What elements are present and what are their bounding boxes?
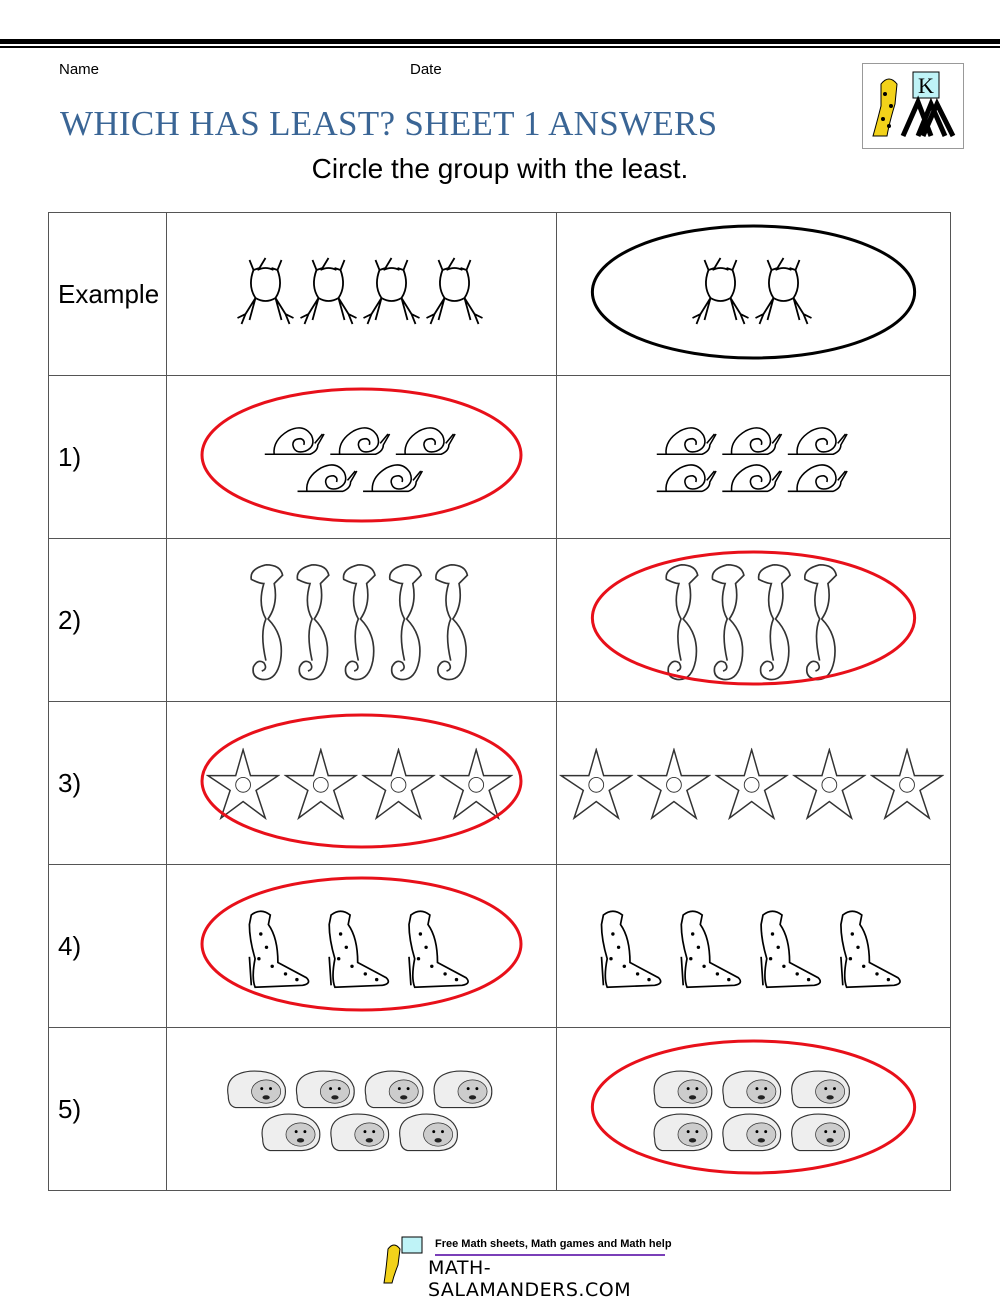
table-row: 4) [48, 864, 951, 1028]
right-group [556, 864, 951, 1028]
row-label: 1) [48, 375, 167, 539]
row-label: 4) [48, 864, 167, 1028]
row-label: 3) [48, 701, 167, 865]
row-label: Example [48, 212, 167, 376]
row-label: 5) [48, 1027, 167, 1191]
right-group [556, 538, 951, 702]
left-group [166, 864, 557, 1028]
cheetah-icon [600, 910, 662, 989]
seahorse-icon [342, 563, 376, 681]
footer-divider [435, 1254, 665, 1256]
snail-icon [787, 464, 848, 493]
top-rule-thin [0, 46, 1000, 48]
frog-icon [691, 257, 750, 325]
right-group [556, 701, 951, 865]
footer-site: MATH-SALAMANDERS.COM [428, 1257, 632, 1301]
starfish-icon [207, 748, 279, 819]
snail-icon [721, 464, 783, 493]
row-label: 2) [48, 538, 167, 702]
seahorse-icon [757, 563, 791, 681]
seahorse-icon [388, 563, 423, 681]
right-group [556, 212, 951, 376]
starfish-icon [284, 748, 357, 819]
cheetah-icon [760, 910, 822, 989]
name-label: Name [59, 61, 100, 78]
top-rule [0, 39, 1000, 44]
frog-icon [754, 257, 813, 325]
answer-circle [200, 876, 523, 1012]
snail-icon [721, 427, 783, 456]
hamster-icon [653, 1070, 713, 1109]
cheetah-icon [248, 910, 310, 989]
table-row: 5) [48, 1027, 951, 1191]
cheetah-icon [408, 910, 470, 989]
worksheet-table: Example 1) 2) 3) 4) 5) [48, 212, 951, 1191]
page-title: WHICH HAS LEAST? SHEET 1 ANSWERS [60, 104, 718, 143]
starfish-icon [638, 748, 710, 819]
starfish-icon [560, 748, 633, 819]
cheetah-icon [680, 910, 742, 989]
starfish-icon [715, 748, 788, 819]
starfish-icon [440, 748, 513, 819]
footer-tagline: Free Math sheets, Math games and Math he… [435, 1238, 672, 1250]
date-label: Date [410, 61, 442, 78]
hamster-icon [722, 1070, 782, 1109]
snail-icon [656, 464, 717, 493]
answer-circle [590, 224, 917, 360]
frog-icon [299, 257, 358, 325]
svg-text:K: K [918, 73, 934, 98]
cheetah-icon [840, 910, 901, 989]
frog-icon [362, 257, 421, 325]
footer-logo: Free Math sheets, Math games and Math he… [380, 1235, 675, 1301]
frog-icon [425, 257, 484, 325]
snail-icon [656, 427, 717, 456]
hamster-icon [227, 1070, 287, 1109]
answer-circle [200, 387, 523, 523]
left-group [166, 375, 557, 539]
snail-icon [296, 464, 358, 493]
answer-circle [590, 1039, 917, 1175]
left-group [166, 538, 557, 702]
hamster-icon [791, 1070, 851, 1109]
seahorse-icon [711, 563, 745, 681]
seahorse-icon [435, 563, 469, 681]
hamster-icon [722, 1113, 782, 1152]
hamster-icon [433, 1070, 493, 1109]
answer-circle [590, 550, 917, 686]
table-row: 2) [48, 538, 951, 702]
left-group [166, 701, 557, 865]
right-group [556, 1027, 951, 1191]
seahorse-icon [296, 563, 330, 681]
hamster-icon [653, 1113, 713, 1152]
answer-circle [200, 713, 523, 849]
starfish-icon [871, 748, 943, 819]
snail-icon [362, 464, 424, 493]
hamster-icon [791, 1113, 851, 1152]
table-row: Example [48, 212, 951, 376]
cheetah-icon [328, 910, 390, 989]
starfish-icon [362, 748, 435, 819]
table-row: 1) [48, 375, 951, 539]
snail-icon [787, 427, 848, 456]
seahorse-icon [803, 563, 838, 681]
left-group [166, 212, 557, 376]
left-group [166, 1027, 557, 1191]
hamster-icon [295, 1070, 355, 1109]
table-row: 3) [48, 701, 951, 865]
hamster-icon [261, 1113, 321, 1152]
seahorse-icon [665, 563, 699, 681]
seahorse-icon [250, 563, 284, 681]
salamander-logo: K [862, 63, 964, 149]
snail-icon [263, 427, 325, 456]
instruction: Circle the group with the least. [311, 153, 689, 184]
hamster-icon [330, 1113, 390, 1152]
snail-icon [329, 427, 391, 456]
frog-icon [236, 257, 295, 325]
snail-icon [395, 427, 456, 456]
hamster-icon [364, 1070, 424, 1109]
hamster-icon [399, 1113, 459, 1152]
starfish-icon [793, 748, 866, 819]
right-group [556, 375, 951, 539]
